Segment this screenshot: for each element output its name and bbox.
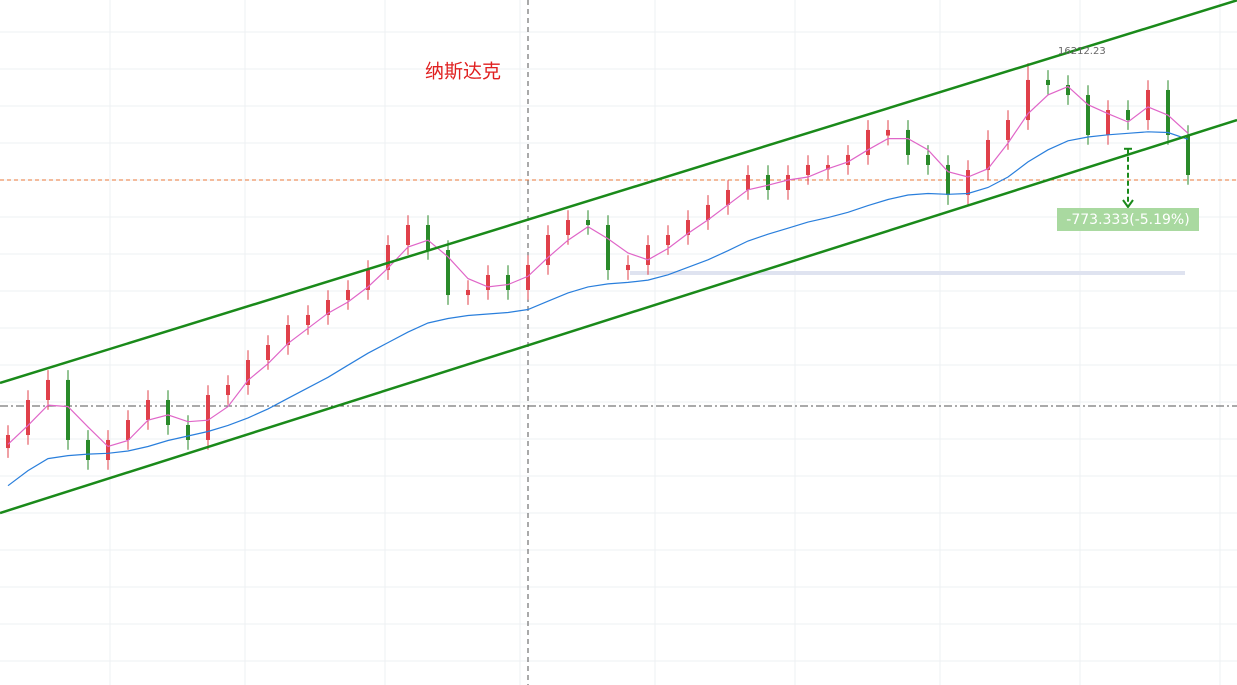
candle-body <box>346 289 350 300</box>
candle-body <box>586 220 590 225</box>
candle-body <box>1106 110 1110 136</box>
candle-body <box>246 360 250 386</box>
candle-body <box>726 189 730 205</box>
candle-body <box>26 399 30 436</box>
drop-arrowhead <box>1122 199 1134 209</box>
channel-line <box>0 118 1237 515</box>
candle-body <box>106 439 110 461</box>
candle-body <box>1046 79 1050 86</box>
candle-body <box>646 245 650 265</box>
candle-body <box>686 220 690 236</box>
moving-average <box>7 85 1189 448</box>
candle-body <box>466 289 470 296</box>
candle-body <box>6 435 10 449</box>
candle-body <box>286 324 290 346</box>
candle-body <box>666 235 670 246</box>
candle-body <box>226 385 230 396</box>
candle-body <box>626 264 630 271</box>
candle-body <box>386 245 390 271</box>
candle-body <box>66 379 70 440</box>
channel-line <box>0 0 1237 385</box>
candle-body <box>86 439 90 461</box>
drop-label: -773.333(-5.19%) <box>1066 212 1189 228</box>
candle-body <box>566 220 570 236</box>
drop-label-box <box>1057 207 1199 231</box>
chart-title: 纳斯达克 <box>425 61 501 83</box>
candle-body <box>606 224 610 271</box>
candle-body <box>46 379 50 400</box>
candle-body <box>906 129 910 155</box>
candle-body <box>366 270 370 290</box>
candle-body <box>806 164 810 175</box>
candle-body <box>446 249 450 296</box>
candle-body <box>146 399 150 421</box>
candle-body <box>166 399 170 425</box>
candle-body <box>846 154 850 165</box>
candle-body <box>526 264 530 290</box>
candle-body <box>546 235 550 265</box>
candle-body <box>306 314 310 325</box>
candle-body <box>1166 89 1170 136</box>
candle-body <box>746 174 750 190</box>
candle-body <box>706 204 710 221</box>
candle-body <box>1186 135 1190 175</box>
candle-body <box>406 224 410 246</box>
candle-body <box>1146 89 1150 121</box>
candle-body <box>126 420 130 440</box>
candle-body <box>506 274 510 290</box>
candle-body <box>946 164 950 196</box>
candle-body <box>206 395 210 440</box>
candle-body <box>426 224 430 250</box>
candle-body <box>1066 85 1070 96</box>
candle-body <box>326 299 330 315</box>
candle-body <box>826 164 830 170</box>
peak-label: 16212.23 <box>1058 46 1106 57</box>
candle-body <box>866 129 870 155</box>
candle-body <box>1126 110 1130 121</box>
candle-body <box>186 424 190 440</box>
candle-body <box>986 139 990 171</box>
candle-body <box>1086 95 1090 136</box>
candle-body <box>266 345 270 361</box>
candle-body <box>886 129 890 136</box>
candle-body <box>786 174 790 190</box>
candle-body <box>966 170 970 196</box>
moving-average <box>7 131 1189 487</box>
candle-body <box>1006 120 1010 140</box>
candle-body <box>766 174 770 190</box>
candle-body <box>926 154 930 165</box>
candle-body <box>486 274 490 290</box>
candle-body <box>1026 79 1030 121</box>
